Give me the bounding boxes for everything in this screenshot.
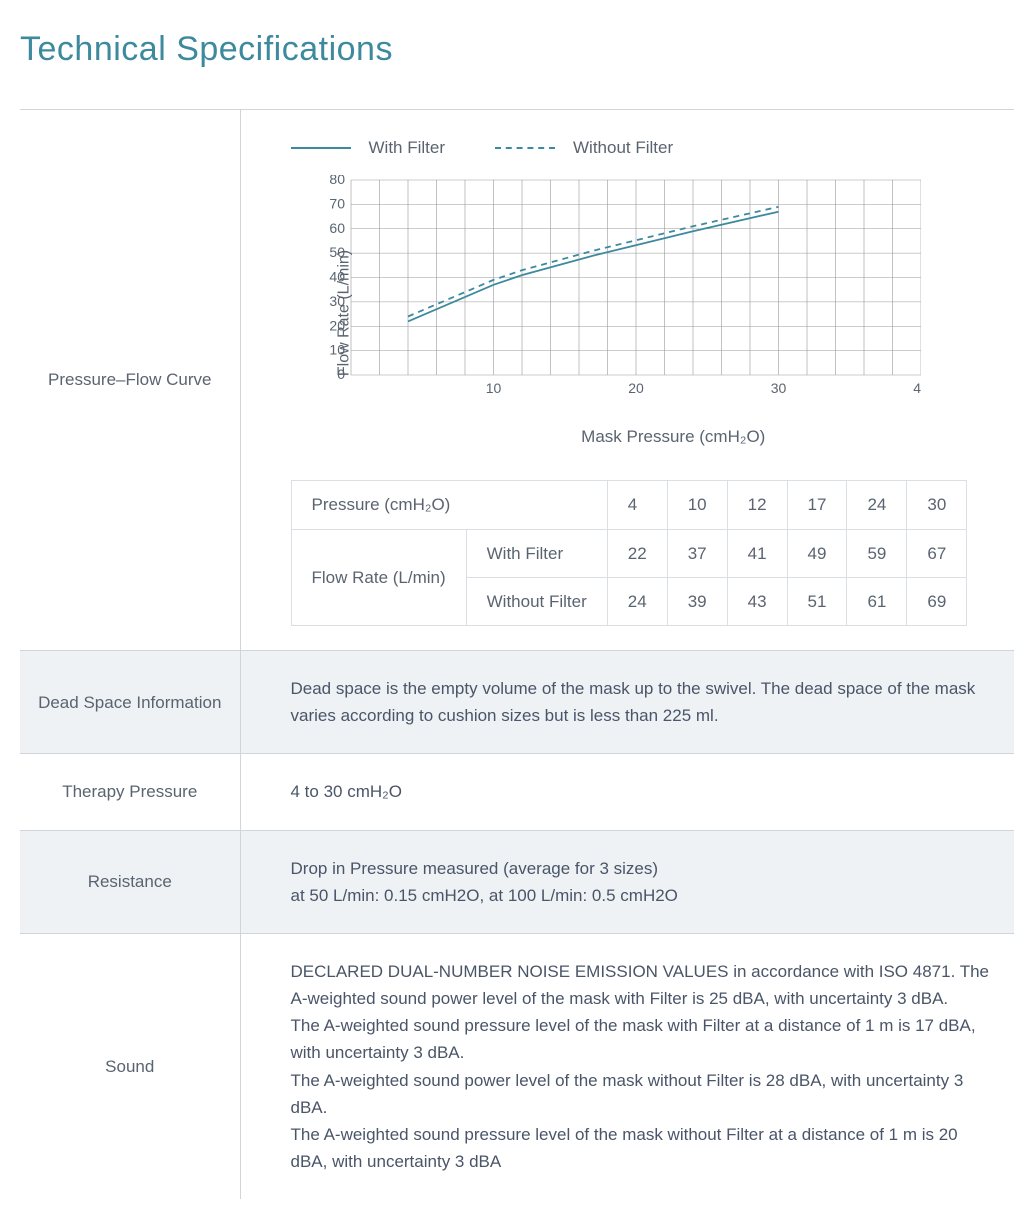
svg-text:40: 40: [913, 380, 921, 395]
svg-text:60: 60: [329, 220, 345, 236]
row-content: DECLARED DUAL-NUMBER NOISE EMISSION VALU…: [240, 933, 1014, 1199]
table-cell: 41: [727, 529, 787, 577]
page-title: Technical Specifications: [20, 30, 1014, 69]
table-cell: 67: [907, 529, 967, 577]
table-cell: 37: [667, 529, 727, 577]
table-cell: 69: [907, 577, 967, 625]
row-content: 4 to 30 cmH₂O: [240, 754, 1014, 830]
row-pressure-flow-curve: Pressure–Flow Curve With Filter Without …: [20, 110, 1014, 651]
svg-text:20: 20: [628, 380, 644, 395]
chart-legend: With Filter Without Filter: [291, 134, 997, 161]
table-rowgroup-flowrate: Flow Rate (L/min): [291, 529, 466, 625]
table-column-header: 30: [907, 481, 967, 529]
chart-y-axis-label: Flow Rate (L/min): [331, 250, 357, 376]
spec-table: Pressure–Flow Curve With Filter Without …: [20, 109, 1014, 1199]
table-column-header: 24: [847, 481, 907, 529]
row-content: Dead space is the empty volume of the ma…: [240, 650, 1014, 753]
table-cell: 61: [847, 577, 907, 625]
table-cell: 24: [607, 577, 667, 625]
table-column-header: 4: [607, 481, 667, 529]
row-label: Sound: [20, 933, 240, 1199]
row-label: Pressure–Flow Curve: [20, 110, 240, 651]
table-column-header: 10: [667, 481, 727, 529]
chart-x-axis-label: Mask Pressure (cmH₂O): [351, 423, 997, 450]
pressure-flow-data-table: Pressure (cmH₂O)41012172430Flow Rate (L/…: [291, 480, 968, 626]
svg-text:70: 70: [329, 196, 345, 212]
legend-swatch-dashed: [495, 147, 555, 149]
svg-text:10: 10: [485, 380, 501, 395]
table-row-label: Without Filter: [466, 577, 607, 625]
row-content: With Filter Without Filter Flow Rate (L/…: [240, 110, 1014, 651]
table-cell: 51: [787, 577, 847, 625]
row-label: Dead Space Information: [20, 650, 240, 753]
table-cell: 22: [607, 529, 667, 577]
spec-row: Therapy Pressure4 to 30 cmH₂O: [20, 754, 1014, 830]
table-column-header: 12: [727, 481, 787, 529]
chart-container: Flow Rate (L/min) 1020304050607080010203…: [291, 175, 997, 450]
spec-row: SoundDECLARED DUAL-NUMBER NOISE EMISSION…: [20, 933, 1014, 1199]
table-cell: 43: [727, 577, 787, 625]
spec-row: ResistanceDrop in Pressure measured (ave…: [20, 830, 1014, 933]
table-cell: 39: [667, 577, 727, 625]
table-cell: 59: [847, 529, 907, 577]
row-label-text: Pressure–Flow Curve: [48, 370, 211, 389]
legend-label-b: Without Filter: [573, 134, 673, 161]
table-header-pressure: Pressure (cmH₂O): [291, 481, 607, 529]
spec-row: Dead Space InformationDead space is the …: [20, 650, 1014, 753]
svg-text:30: 30: [770, 380, 786, 395]
series-with-filter: [408, 212, 779, 322]
legend-swatch-solid: [291, 147, 351, 149]
pressure-flow-chart: 1020304050607080010203040: [321, 175, 921, 395]
svg-text:80: 80: [329, 175, 345, 187]
legend-label-a: With Filter: [369, 134, 446, 161]
row-label: Resistance: [20, 830, 240, 933]
table-column-header: 17: [787, 481, 847, 529]
table-row-label: With Filter: [466, 529, 607, 577]
series-without-filter: [408, 207, 779, 317]
row-content: Drop in Pressure measured (average for 3…: [240, 830, 1014, 933]
table-cell: 49: [787, 529, 847, 577]
row-label: Therapy Pressure: [20, 754, 240, 830]
